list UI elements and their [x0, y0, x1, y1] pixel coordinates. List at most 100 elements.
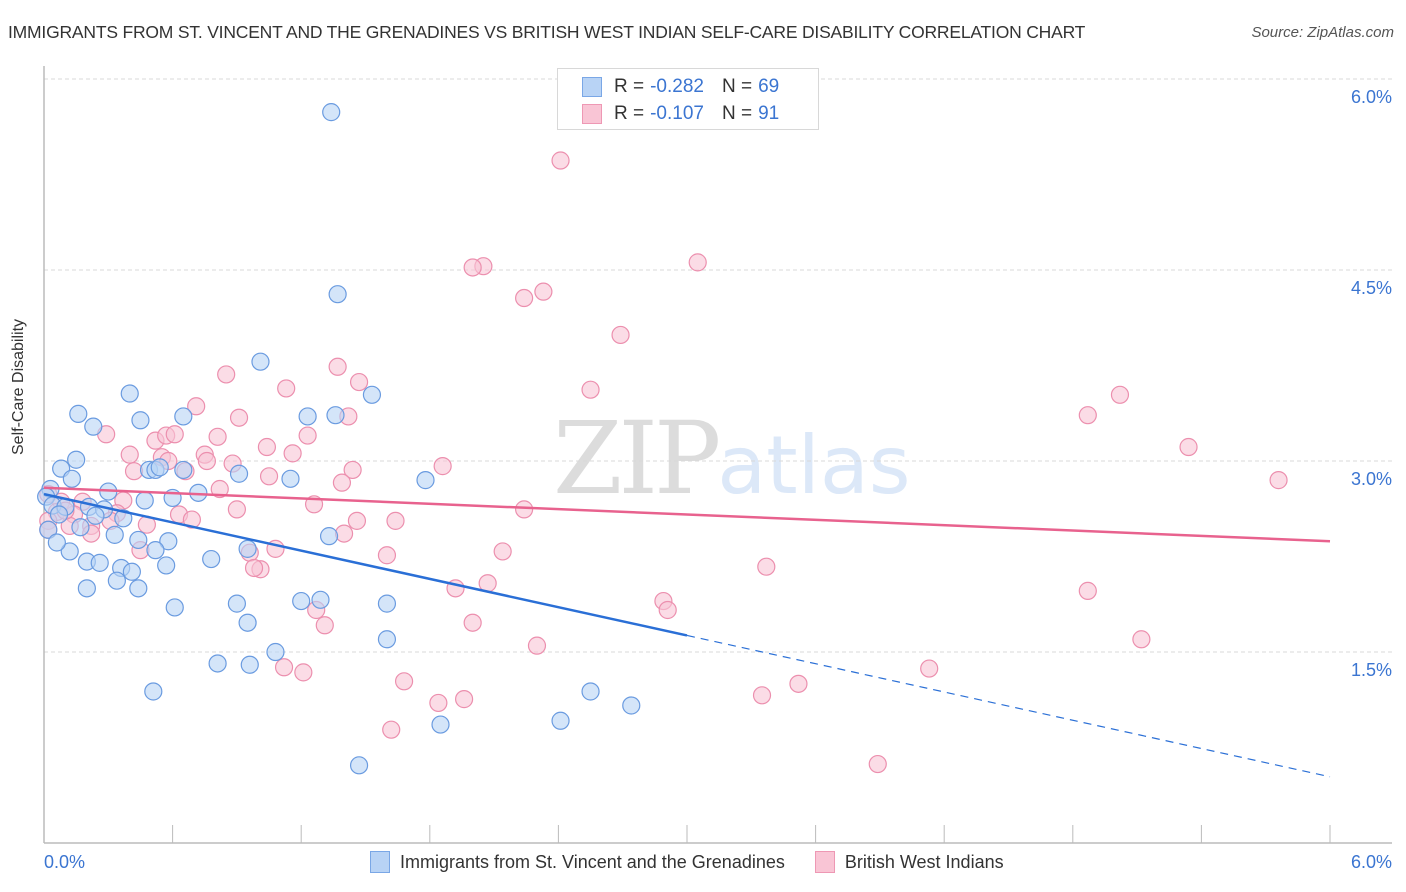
chart-title: IMMIGRANTS FROM ST. VINCENT AND THE GREN…	[8, 22, 1086, 42]
data-point	[326, 406, 345, 425]
data-point	[611, 325, 630, 345]
n-value: 69	[758, 76, 780, 97]
data-point	[229, 464, 249, 483]
trend-line-st-vincent-extrapolated	[686, 634, 1331, 778]
data-point	[71, 518, 90, 537]
data-point	[67, 450, 86, 469]
data-point	[257, 437, 277, 457]
data-point	[266, 642, 285, 662]
data-point	[240, 655, 259, 674]
data-point	[581, 682, 600, 701]
trend-line-st-vincent	[43, 492, 688, 637]
data-point	[298, 407, 317, 426]
legend-row-blue: R = -0.282 N = 69	[582, 75, 779, 99]
data-point	[105, 525, 124, 544]
data-point	[129, 579, 148, 598]
series-st-vincent-immigrants	[37, 103, 641, 775]
data-point	[131, 411, 150, 430]
y-axis-label: Self-Care Disability	[10, 318, 27, 455]
x-tick-label-min: 0.0%	[44, 852, 86, 872]
data-point	[84, 417, 103, 436]
source-label: Source: ZipAtlas.com	[1251, 24, 1394, 41]
r-label: R =	[614, 103, 645, 124]
data-point	[69, 404, 88, 423]
data-point	[868, 754, 887, 774]
data-point	[182, 510, 201, 529]
data-point	[622, 696, 641, 715]
data-point	[124, 462, 144, 481]
data-point	[1179, 437, 1198, 457]
y-tick-label: 6.0%	[1350, 87, 1392, 107]
data-point	[311, 590, 330, 609]
data-point	[197, 451, 216, 471]
data-point	[114, 509, 133, 528]
data-point	[688, 253, 707, 272]
data-point	[146, 541, 165, 560]
trend-line-british-west-indians	[43, 486, 1331, 543]
data-point	[433, 457, 452, 476]
data-point	[62, 469, 81, 488]
data-point	[463, 613, 482, 632]
data-point	[581, 380, 600, 399]
data-point	[527, 636, 547, 655]
data-point	[281, 469, 300, 488]
data-point	[208, 427, 227, 446]
data-point	[757, 557, 776, 576]
data-point	[298, 426, 317, 445]
blue-swatch-icon	[582, 77, 602, 97]
data-point	[394, 672, 414, 691]
data-point	[283, 444, 302, 463]
data-point	[493, 542, 512, 561]
y-tick-label: 4.5%	[1350, 278, 1392, 298]
data-point	[165, 598, 184, 617]
data-point	[334, 524, 354, 543]
data-point	[135, 491, 154, 510]
data-point	[377, 630, 397, 649]
data-point	[658, 600, 677, 620]
data-point	[294, 663, 313, 682]
data-point	[227, 500, 246, 519]
data-point	[227, 594, 246, 613]
data-point	[328, 285, 347, 304]
data-point	[238, 539, 257, 558]
data-point	[122, 562, 141, 581]
data-point	[431, 715, 450, 734]
r-value: -0.107	[650, 103, 704, 124]
data-point	[259, 467, 279, 486]
data-point	[463, 258, 482, 277]
data-point	[174, 460, 193, 480]
data-point	[343, 460, 362, 480]
data-point	[292, 591, 311, 611]
data-point	[251, 352, 270, 371]
data-point	[322, 103, 341, 122]
series-british-west-indians	[39, 151, 1288, 774]
legend-label: Immigrants from St. Vincent and the Gren…	[400, 851, 785, 872]
data-point	[515, 288, 534, 308]
data-point	[187, 397, 206, 416]
data-point	[208, 654, 227, 673]
data-point	[454, 690, 474, 709]
data-point	[920, 659, 939, 678]
data-point	[165, 425, 184, 444]
data-point	[244, 558, 264, 578]
data-point	[129, 530, 148, 550]
data-point	[515, 500, 534, 519]
data-point	[1269, 471, 1288, 490]
data-point	[277, 379, 296, 398]
n-label: N =	[721, 103, 753, 124]
legend-item-st-vincent[interactable]: Immigrants from St. Vincent and the Gren…	[370, 851, 785, 873]
data-point	[90, 553, 109, 572]
data-point	[1078, 406, 1097, 425]
legend-item-british-west-indians[interactable]: British West Indians	[814, 851, 1004, 873]
data-point	[157, 556, 176, 575]
data-point	[107, 571, 126, 590]
data-point	[347, 511, 367, 530]
data-point	[229, 408, 249, 427]
data-point	[551, 711, 570, 730]
data-point	[174, 407, 193, 426]
data-point	[120, 384, 139, 403]
axes	[43, 66, 1392, 844]
data-point	[386, 511, 405, 530]
data-point	[1078, 581, 1097, 600]
